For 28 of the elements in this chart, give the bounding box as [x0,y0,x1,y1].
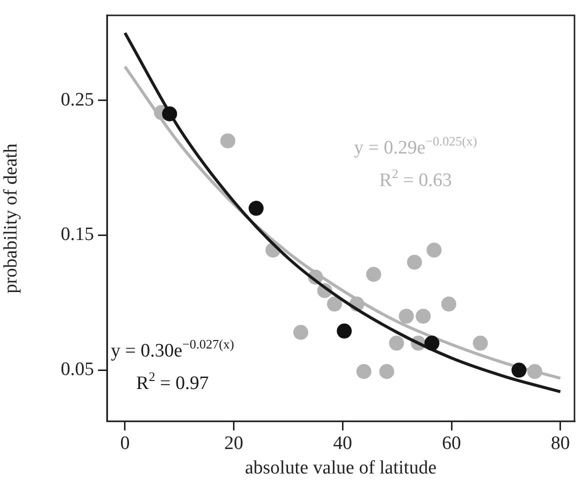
point [356,364,372,379]
x-tick-label: 60 [442,432,461,454]
x-tick-label: 80 [550,432,570,454]
point [366,266,382,282]
point [406,254,422,270]
point [220,133,236,148]
point [248,200,264,216]
point [389,336,404,351]
point [441,296,456,312]
point [472,336,488,351]
point [336,324,352,339]
point [398,308,414,324]
point [426,242,442,258]
x-axis-title: absolute value of latitude [244,458,437,479]
y-tick-label: 0.25 [60,89,94,110]
y-tick-label: 0.05 [60,359,94,380]
point [511,362,526,378]
point [416,308,431,324]
point [293,324,308,340]
y-tick-label: 0.15 [60,224,94,246]
x-tick-label: 0 [120,432,130,454]
x-tick-label: 40 [333,432,352,454]
point [379,364,394,379]
y-axis-title: probability of death [0,142,22,294]
x-tick-label: 20 [224,432,244,454]
point [424,336,440,351]
point [162,106,178,122]
point [326,296,342,312]
